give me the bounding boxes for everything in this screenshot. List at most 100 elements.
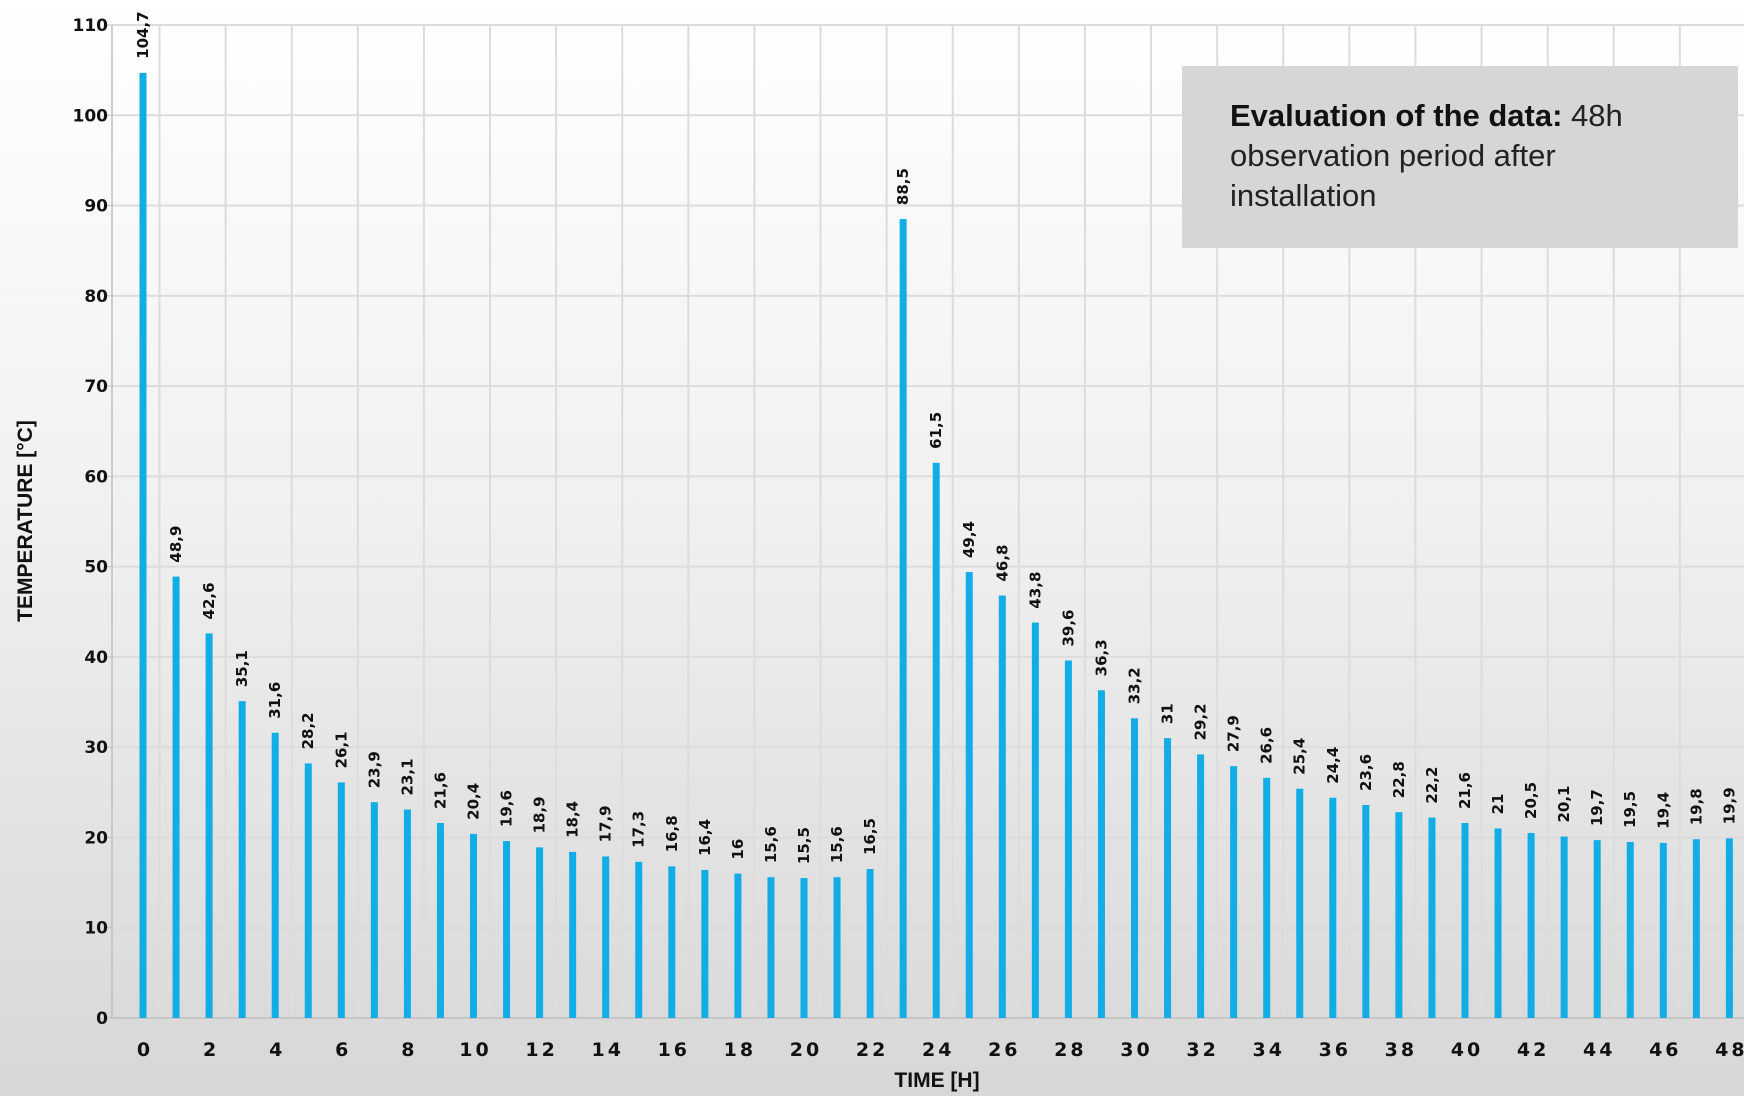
data-label: 43,8: [1026, 572, 1044, 609]
y-tick-label: 100: [73, 106, 109, 126]
x-tick-label: 4: [269, 1039, 285, 1061]
data-label: 26,6: [1258, 727, 1276, 764]
bar: [1064, 660, 1072, 1018]
bar: [1329, 797, 1337, 1018]
bar: [370, 802, 378, 1018]
data-label: 28,2: [299, 712, 317, 749]
y-tick-label: 60: [84, 467, 108, 487]
bar: [1197, 754, 1205, 1018]
x-tick-label: 8: [401, 1039, 417, 1061]
data-label: 23,9: [365, 751, 383, 788]
data-label: 22,2: [1423, 767, 1441, 804]
data-label: 21,6: [431, 772, 449, 809]
data-label: 31,6: [266, 682, 284, 719]
bar: [470, 833, 477, 1018]
data-label: 15,5: [795, 827, 813, 864]
data-label: 42,6: [200, 582, 218, 619]
y-tick-label: 0: [96, 1009, 108, 1029]
y-tick-label: 80: [84, 287, 108, 307]
bar: [1560, 836, 1568, 1018]
data-label: 15,6: [762, 826, 780, 863]
data-label: 16,5: [861, 818, 879, 855]
y-tick-label: 10: [84, 919, 108, 939]
bar: [734, 873, 742, 1018]
x-tick-label: 26: [988, 1039, 1020, 1061]
annotation-bold-text: Evaluation of the data:: [1230, 98, 1563, 133]
bar: [833, 877, 841, 1018]
data-label: 88,5: [894, 168, 912, 205]
data-label: 25,4: [1291, 738, 1309, 775]
data-label: 33,2: [1126, 667, 1144, 704]
data-label: 16: [729, 839, 747, 860]
x-tick-label: 28: [1054, 1039, 1086, 1061]
bar: [998, 595, 1006, 1018]
bar: [899, 219, 907, 1018]
data-label: 16,4: [696, 819, 714, 856]
x-tick-label: 10: [459, 1039, 491, 1061]
bar: [238, 701, 246, 1018]
x-tick-label: 0: [137, 1039, 153, 1061]
bar: [271, 732, 279, 1018]
data-label: 19,4: [1654, 792, 1672, 829]
data-label: 19,5: [1621, 791, 1639, 828]
bar: [1461, 823, 1469, 1018]
x-tick-label: 40: [1451, 1039, 1483, 1061]
y-tick-label: 90: [84, 197, 108, 217]
y-tick-label: 110: [73, 16, 109, 36]
bar: [1263, 777, 1271, 1018]
data-label: 39,6: [1059, 610, 1077, 647]
data-label: 20,5: [1522, 782, 1540, 819]
bar: [536, 847, 544, 1018]
y-tick-label: 50: [84, 558, 108, 578]
bar: [1164, 738, 1172, 1018]
bar: [767, 877, 775, 1018]
data-label: 46,8: [993, 545, 1011, 582]
bar: [800, 878, 808, 1018]
y-tick-label: 40: [84, 648, 108, 668]
bar: [932, 462, 940, 1018]
data-label: 16,8: [663, 815, 681, 852]
data-label: 104,7: [134, 11, 152, 58]
bar: [503, 841, 511, 1018]
x-tick-label: 14: [591, 1039, 623, 1061]
data-label: 24,4: [1324, 747, 1342, 784]
data-label: 19,8: [1687, 788, 1705, 825]
x-axis-title: TIME [H]: [894, 1069, 979, 1092]
data-label: 35,1: [233, 650, 251, 687]
data-label: 18,4: [564, 801, 582, 838]
y-tick-label: 20: [84, 828, 108, 848]
bar: [635, 861, 643, 1018]
data-label: 18,9: [531, 796, 549, 833]
x-tick-label: 24: [922, 1039, 954, 1061]
bar: [1395, 812, 1403, 1018]
bar: [965, 572, 973, 1018]
bar: [668, 866, 676, 1018]
bar: [205, 633, 213, 1018]
data-label: 19,7: [1588, 789, 1606, 826]
bar: [1428, 817, 1436, 1018]
gridlines: [112, 24, 1744, 1018]
x-tick-label: 2: [203, 1039, 219, 1061]
bar: [1131, 718, 1138, 1018]
bar: [1527, 832, 1535, 1018]
data-label: 19,6: [498, 790, 516, 827]
bar: [602, 856, 610, 1018]
data-label: 17,9: [597, 805, 615, 842]
bar: [1659, 842, 1667, 1018]
bar: [1692, 839, 1700, 1018]
data-label: 49,4: [960, 521, 978, 558]
data-label: 23,1: [398, 758, 416, 795]
bar: [569, 851, 577, 1018]
data-label: 31: [1159, 703, 1177, 724]
bar: [436, 823, 444, 1018]
x-tick-label: 48: [1715, 1039, 1744, 1061]
bar: [403, 809, 411, 1018]
x-tick-label: 34: [1252, 1039, 1284, 1061]
data-label: 29,2: [1192, 703, 1210, 740]
x-tick-label: 46: [1649, 1039, 1681, 1061]
y-tick-label: 30: [84, 738, 108, 758]
x-tick-label: 32: [1186, 1039, 1218, 1061]
y-tick-label: 70: [84, 377, 108, 397]
